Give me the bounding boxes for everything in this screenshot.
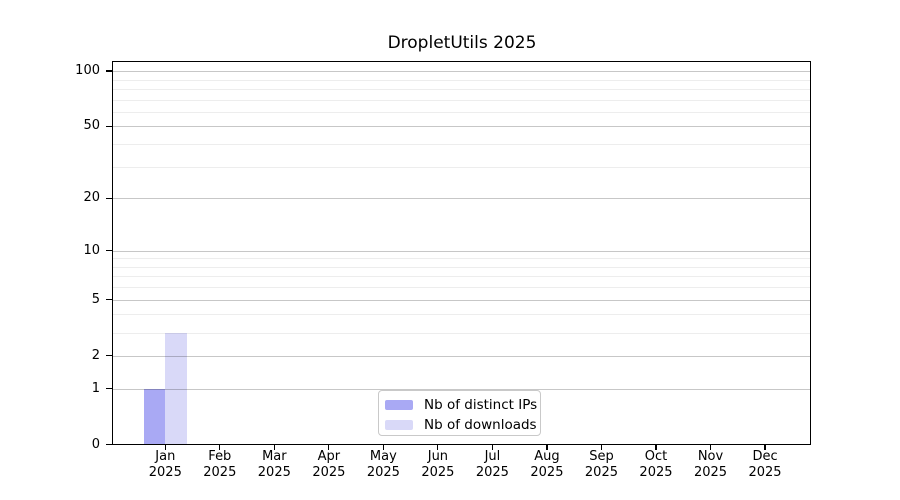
y-tick-mark bbox=[106, 388, 113, 390]
chart-title: DropletUtils 2025 bbox=[387, 33, 537, 53]
y-tick-label: 100 bbox=[75, 63, 100, 79]
month-label: Feb bbox=[208, 449, 232, 464]
month-label: Sep bbox=[589, 449, 614, 464]
x-tick-label: Jun 2025 bbox=[410, 449, 466, 481]
month-label: Nov bbox=[697, 449, 724, 464]
y-tick-label: 50 bbox=[83, 118, 100, 134]
x-tick-label: Jul 2025 bbox=[464, 449, 520, 481]
y-tick-mark bbox=[106, 299, 113, 301]
month-label: Mar bbox=[262, 449, 287, 464]
x-tick-label: Nov 2025 bbox=[683, 449, 739, 481]
x-tick-label: May 2025 bbox=[355, 449, 411, 481]
month-year-label: 2025 bbox=[421, 465, 455, 480]
month-year-label: 2025 bbox=[639, 465, 673, 480]
bar-nb-of-downloads bbox=[165, 332, 187, 445]
y-gridline-minor bbox=[113, 258, 810, 260]
x-tick-label: Jan 2025 bbox=[137, 449, 193, 481]
y-tick-mark bbox=[106, 125, 113, 127]
y-tick-label: 10 bbox=[83, 242, 100, 258]
legend-entry-distinct-ips: Nb of distinct IPs bbox=[385, 396, 540, 414]
legend-swatch-downloads bbox=[385, 420, 413, 430]
month-label: Oct bbox=[644, 449, 668, 464]
y-tick-label: 2 bbox=[91, 347, 100, 363]
month-label: Jul bbox=[484, 449, 501, 464]
y-gridline-major bbox=[113, 126, 810, 128]
x-tick-label: Dec 2025 bbox=[737, 449, 793, 481]
y-tick-mark bbox=[106, 250, 113, 252]
x-tick-mark bbox=[219, 445, 221, 450]
y-gridline-minor bbox=[113, 314, 810, 316]
y-gridline-minor bbox=[113, 99, 810, 101]
y-gridline-minor bbox=[113, 266, 810, 268]
y-tick-label: 5 bbox=[91, 291, 100, 307]
bar-nb-of-distinct-ips bbox=[143, 388, 166, 445]
x-tick-mark bbox=[437, 445, 439, 450]
month-label: Apr bbox=[317, 449, 341, 464]
y-gridline-minor bbox=[113, 287, 810, 289]
y-tick-mark bbox=[106, 70, 113, 72]
y-tick-mark bbox=[106, 444, 113, 446]
y-gridline-minor bbox=[113, 144, 810, 146]
month-year-label: 2025 bbox=[312, 465, 346, 480]
month-year-label: 2025 bbox=[366, 465, 400, 480]
month-label: Jan bbox=[155, 449, 176, 464]
legend-entry-downloads: Nb of downloads bbox=[385, 416, 540, 434]
x-tick-label: Apr 2025 bbox=[301, 449, 357, 481]
plot-area bbox=[112, 61, 811, 445]
legend-label-downloads: Nb of downloads bbox=[424, 417, 537, 433]
month-year-label: 2025 bbox=[148, 465, 182, 480]
month-year-label: 2025 bbox=[693, 465, 728, 480]
x-tick-mark bbox=[273, 445, 275, 450]
month-year-label: 2025 bbox=[257, 465, 291, 480]
month-label: Dec bbox=[752, 449, 778, 464]
month-label: May bbox=[369, 449, 397, 464]
x-tick-label: Mar 2025 bbox=[246, 449, 302, 481]
y-gridline-minor bbox=[113, 111, 810, 113]
x-tick-mark bbox=[600, 445, 603, 450]
y-gridline-minor bbox=[113, 332, 810, 334]
y-tick-label: 20 bbox=[83, 190, 100, 206]
y-gridline-minor bbox=[113, 276, 810, 278]
month-year-label: 2025 bbox=[530, 465, 564, 480]
y-gridline-major bbox=[113, 388, 810, 390]
y-gridline-major bbox=[113, 355, 810, 357]
legend: Nb of distinct IPs Nb of downloads bbox=[378, 390, 541, 436]
x-tick-mark bbox=[491, 445, 493, 450]
legend-swatch-distinct-ips bbox=[385, 400, 413, 410]
y-gridline-major bbox=[113, 198, 810, 200]
x-tick-label: Oct 2025 bbox=[628, 449, 684, 481]
y-gridline-minor bbox=[113, 79, 810, 81]
y-gridline-major bbox=[113, 71, 810, 73]
month-year-label: 2025 bbox=[203, 465, 237, 480]
x-tick-label: Aug 2025 bbox=[519, 449, 575, 481]
x-tick-mark bbox=[546, 445, 548, 450]
y-tick-label: 1 bbox=[91, 380, 100, 396]
month-year-label: 2025 bbox=[475, 465, 509, 480]
y-gridline-major bbox=[113, 250, 810, 252]
x-tick-mark bbox=[709, 445, 712, 450]
month-year-label: 2025 bbox=[748, 465, 782, 480]
month-label: Aug bbox=[534, 449, 560, 464]
legend-label-distinct-ips: Nb of distinct IPs bbox=[424, 397, 538, 413]
x-tick-mark bbox=[655, 445, 657, 450]
y-tick-mark bbox=[106, 197, 113, 199]
y-tick-mark bbox=[106, 355, 113, 357]
x-tick-label: Feb 2025 bbox=[192, 449, 248, 481]
x-tick-mark bbox=[382, 445, 384, 450]
y-gridline-minor bbox=[113, 88, 810, 90]
y-gridline-minor bbox=[113, 166, 810, 168]
x-tick-mark bbox=[164, 445, 166, 450]
y-gridline-major bbox=[113, 299, 810, 301]
x-tick-label: Sep 2025 bbox=[573, 449, 629, 481]
x-tick-mark bbox=[764, 445, 766, 450]
month-label: Jun bbox=[427, 449, 449, 464]
x-tick-mark bbox=[328, 445, 330, 450]
y-tick-label: 0 bbox=[91, 436, 100, 452]
month-year-label: 2025 bbox=[584, 465, 618, 480]
